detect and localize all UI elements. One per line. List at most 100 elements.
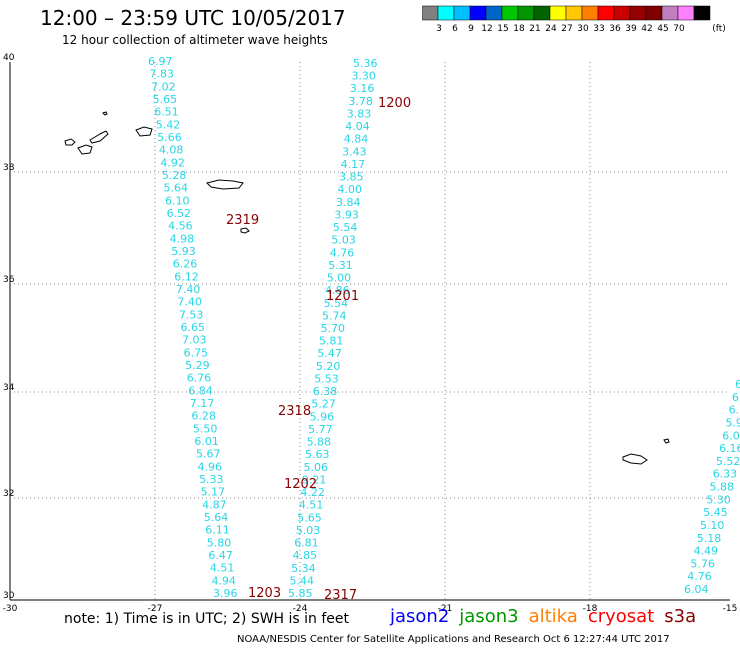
wave-height-label: 5.88 — [710, 481, 735, 494]
lon-tick-label: -21 — [438, 604, 453, 614]
wave-height-label: 3.84 — [336, 196, 361, 209]
wave-height-label: 5.64 — [163, 182, 188, 195]
wave-height-label: 5.00 — [327, 272, 352, 285]
wave-height-label: 4.94 — [211, 574, 236, 587]
wave-height-label: 5.93 — [171, 245, 196, 258]
lat-tick-label: 36 — [3, 275, 15, 285]
wave-height-label: 3.16 — [350, 82, 375, 95]
wave-height-label: 3.30 — [351, 70, 376, 83]
wave-height-label: 4.87 — [202, 498, 227, 511]
wave-height-label: 5.96 — [310, 410, 335, 423]
satellite-jason2: jason2 — [390, 606, 450, 627]
wave-height-label: 5.67 — [196, 448, 221, 461]
legend-tick-label: 21 — [529, 24, 540, 33]
track-time-label: 1202 — [284, 477, 317, 492]
wave-height-label: 5.30 — [706, 493, 731, 506]
legend-unit-label: (ft) — [712, 24, 726, 33]
wave-height-label: 7.02 — [151, 80, 176, 93]
satellite-cryosat: cryosat — [587, 606, 655, 627]
wave-height-label: 5.9 — [725, 416, 740, 429]
wave-height-label: 6.84 — [188, 384, 213, 397]
wave-height-label: 5.70 — [321, 322, 346, 335]
wave-height-label: 5.20 — [316, 360, 341, 373]
color-legend: 3 6 9 12 15 18 21 24 27 30 33 36 39 42 45 70 (ft) — [422, 5, 726, 33]
wave-height-label: 3.93 — [334, 208, 359, 221]
wave-height-label: 3.85 — [339, 171, 364, 184]
wave-height-label: 4.51 — [210, 562, 235, 575]
wave-height-label: 6.16 — [719, 442, 740, 455]
wave-height-label: 6 — [732, 391, 739, 404]
wave-height-label: 4.76 — [330, 246, 355, 259]
wave-height-label: 5.54 — [333, 221, 358, 234]
legend-swatch — [693, 5, 711, 21]
legend-tick-label: 30 — [577, 24, 589, 33]
lat-tick-label: 34 — [3, 383, 15, 393]
island-outline — [663, 438, 670, 444]
legend-tick-label: 18 — [513, 24, 525, 33]
wave-height-label: 4.49 — [694, 545, 719, 558]
wave-height-label: 6.01 — [194, 435, 219, 448]
wave-height-label: 5.65 — [297, 511, 322, 524]
credit-text: NOAA/NESDIS Center for Satellite Applica… — [237, 634, 670, 645]
wave-height-label: 7.83 — [150, 68, 175, 81]
wave-height-label: 6.97 — [148, 55, 173, 68]
wave-height-label: 4.08 — [159, 144, 184, 157]
wave-height-label: 3.43 — [342, 145, 367, 158]
wave-height-label: 6.65 — [181, 321, 206, 334]
satellite-legend: jason2 jason3 altika cryosat s3a — [390, 606, 706, 627]
legend-tick-label: 45 — [657, 24, 668, 33]
lon-tick-label: -30 — [3, 604, 18, 614]
wave-height-label: 4.86 — [325, 284, 350, 297]
wave-height-label: 5.18 — [697, 532, 722, 545]
legend-tick-label: 15 — [497, 24, 508, 33]
track-time-label: 2318 — [278, 404, 311, 419]
wave-height-label: 4.84 — [344, 133, 369, 146]
wave-height-label: 5.47 — [317, 347, 342, 360]
legend-tick-label: 42 — [641, 24, 652, 33]
track-time-label: 1200 — [378, 96, 411, 111]
wave-height-label: 5.03 — [331, 234, 356, 247]
wave-height-label: 6.11 — [205, 524, 230, 537]
track-time-label: 2317 — [324, 588, 357, 603]
wave-height-label: 5.29 — [185, 359, 210, 372]
island-outline — [206, 179, 244, 190]
legend-tick-label: 3 — [436, 24, 442, 33]
island-outline — [102, 111, 108, 116]
wave-height-label: 4.96 — [198, 460, 223, 473]
wave-height-label: 6 — [735, 378, 740, 391]
wave-height-label: 5.03 — [296, 524, 321, 537]
lat-tick-label: 38 — [3, 163, 15, 173]
wave-height-label: 5.65 — [153, 93, 178, 106]
lon-tick-label: -15 — [723, 604, 738, 614]
satellite-s3a: s3a — [664, 606, 697, 627]
wave-height-label: 6.75 — [184, 346, 209, 359]
wave-height-label: 4.51 — [299, 499, 324, 512]
legend-tick-label: 6 — [452, 24, 458, 33]
island-outline — [77, 144, 93, 155]
wave-height-label: 5.64 — [204, 511, 229, 524]
map-subtitle: 12 hour collection of altimeter wave hei… — [62, 33, 328, 47]
wave-height-label: 5.53 — [314, 372, 339, 385]
lon-tick-label: -27 — [148, 604, 163, 614]
wave-height-label: 4.85 — [293, 549, 318, 562]
wave-height-label: 5.77 — [308, 423, 333, 436]
legend-tick-label: 70 — [673, 24, 685, 33]
legend-tick-label: 9 — [468, 24, 474, 33]
wave-height-label: 5.50 — [193, 422, 218, 435]
note-text: note: 1) Time is in UTC; 2) SWH is in fe… — [64, 611, 350, 627]
legend-tick-label: 36 — [609, 24, 621, 33]
island-outline — [240, 227, 250, 234]
wave-height-label: 6.04 — [684, 583, 709, 596]
wave-height-label: 4.98 — [170, 232, 195, 245]
track-time-label: 2319 — [226, 213, 259, 228]
island-outline — [135, 126, 153, 137]
wave-height-label: 4.22 — [300, 486, 325, 499]
wave-height-label: 6.26 — [173, 258, 198, 271]
wave-height-label: 5.34 — [291, 562, 316, 575]
wave-height-label: 5.33 — [199, 473, 224, 486]
wave-height-label: 7.40 — [176, 283, 201, 296]
wave-height-label: 3.96 — [213, 587, 238, 600]
wave-height-label: 5.88 — [307, 436, 332, 449]
wave-height-label: 5.45 — [703, 506, 728, 519]
